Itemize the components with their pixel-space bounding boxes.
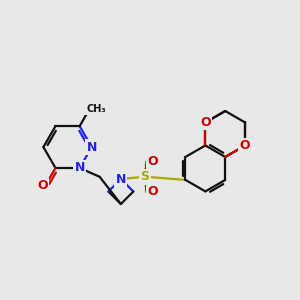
Text: N: N — [86, 141, 97, 154]
Text: O: O — [148, 185, 158, 199]
Text: CH₃: CH₃ — [86, 104, 106, 114]
Text: O: O — [37, 179, 47, 192]
Text: O: O — [148, 155, 158, 168]
Text: O: O — [240, 139, 250, 152]
Text: S: S — [140, 170, 149, 183]
Text: N: N — [74, 161, 85, 175]
Text: O: O — [200, 116, 211, 129]
Text: N: N — [116, 172, 126, 185]
